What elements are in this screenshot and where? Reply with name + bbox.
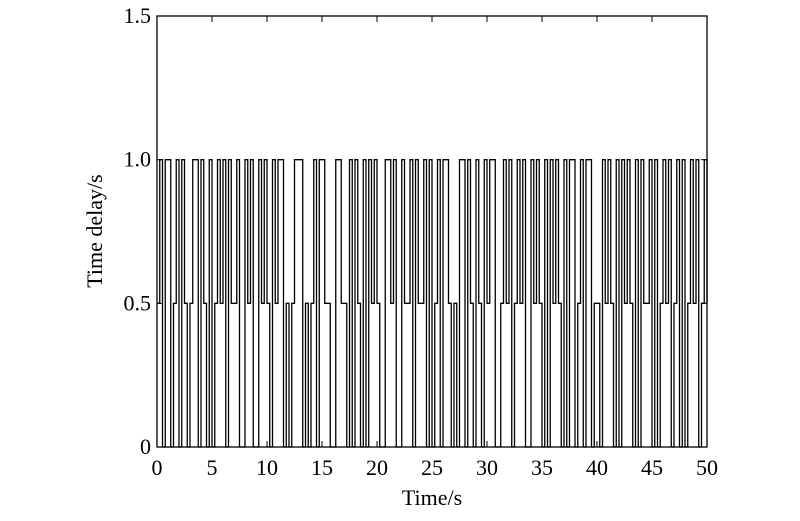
x-tick-label: 5 — [207, 455, 218, 480]
y-tick-label: 1.5 — [124, 3, 152, 28]
x-tick-label: 50 — [696, 455, 718, 480]
x-tick-label: 15 — [311, 455, 333, 480]
x-tick-label: 40 — [586, 455, 608, 480]
data-line — [157, 159, 708, 448]
x-tick-label: 45 — [641, 455, 663, 480]
x-tick-label: 10 — [256, 455, 278, 480]
x-axis-label: Time/s — [402, 485, 462, 510]
x-tick-label: 30 — [476, 455, 498, 480]
y-axis-label: Time delay/s — [82, 174, 107, 287]
x-tick-label: 20 — [366, 455, 388, 480]
x-tick-label: 0 — [152, 455, 163, 480]
x-tick-label: 25 — [421, 455, 443, 480]
y-tick-label: 1.0 — [124, 147, 152, 172]
y-tick-label: 0.5 — [124, 290, 152, 315]
y-tick-label: 0 — [140, 434, 151, 459]
x-tick-label: 35 — [531, 455, 553, 480]
